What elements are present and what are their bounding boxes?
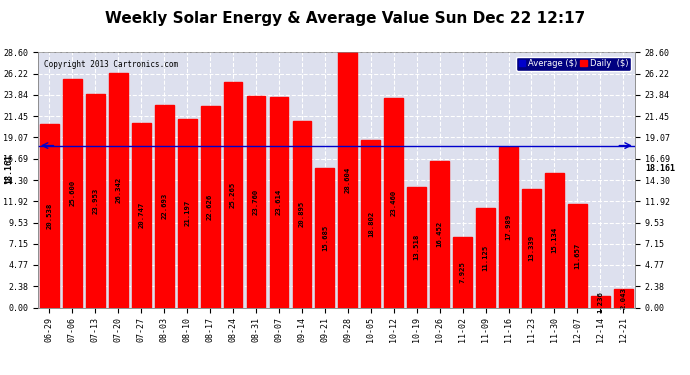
Text: 16.452: 16.452 xyxy=(437,221,443,247)
Text: 18.161: 18.161 xyxy=(3,154,13,184)
Text: 21.197: 21.197 xyxy=(184,200,190,226)
Bar xyxy=(453,237,472,308)
Text: 15.685: 15.685 xyxy=(322,225,328,251)
Bar xyxy=(614,289,633,308)
Bar xyxy=(293,121,311,308)
Text: 17.989: 17.989 xyxy=(506,214,511,240)
Text: 11.657: 11.657 xyxy=(574,242,580,268)
Bar xyxy=(315,168,335,308)
Text: 22.626: 22.626 xyxy=(207,194,213,220)
Bar xyxy=(40,124,59,308)
Bar xyxy=(270,97,288,308)
Text: 26.342: 26.342 xyxy=(115,177,121,203)
Bar xyxy=(499,147,518,308)
Text: 13.518: 13.518 xyxy=(414,234,420,260)
Bar xyxy=(224,82,242,308)
Bar xyxy=(591,297,610,307)
Bar xyxy=(362,140,380,308)
Text: 20.895: 20.895 xyxy=(299,201,305,228)
Bar xyxy=(132,123,150,308)
Bar xyxy=(522,189,541,308)
Text: 28.604: 28.604 xyxy=(345,167,351,193)
Bar xyxy=(178,118,197,308)
Bar xyxy=(109,73,128,308)
Bar xyxy=(201,106,219,308)
Text: 18.802: 18.802 xyxy=(368,210,374,237)
Legend: Average ($), Daily  ($): Average ($), Daily ($) xyxy=(516,57,631,70)
Text: 25.600: 25.600 xyxy=(70,180,75,207)
Text: 7.925: 7.925 xyxy=(460,261,466,283)
Text: 23.953: 23.953 xyxy=(92,188,99,214)
Bar xyxy=(431,161,449,308)
Text: 11.125: 11.125 xyxy=(482,245,489,271)
Text: 13.339: 13.339 xyxy=(529,235,535,261)
Bar xyxy=(86,94,105,308)
Bar xyxy=(568,204,586,308)
Text: 23.460: 23.460 xyxy=(391,190,397,216)
Bar xyxy=(155,105,174,308)
Bar xyxy=(476,208,495,308)
Bar xyxy=(246,96,266,308)
Text: 18.161: 18.161 xyxy=(645,164,675,173)
Bar xyxy=(63,79,82,308)
Text: Weekly Solar Energy & Average Value Sun Dec 22 12:17: Weekly Solar Energy & Average Value Sun … xyxy=(105,11,585,26)
Text: 1.236: 1.236 xyxy=(598,291,603,313)
Text: 2.043: 2.043 xyxy=(620,288,627,309)
Text: 20.747: 20.747 xyxy=(138,202,144,228)
Text: 20.538: 20.538 xyxy=(46,203,52,229)
Bar xyxy=(338,53,357,308)
Text: Copyright 2013 Cartronics.com: Copyright 2013 Cartronics.com xyxy=(44,60,178,69)
Text: 15.134: 15.134 xyxy=(551,227,558,253)
Text: 23.760: 23.760 xyxy=(253,189,259,215)
Bar xyxy=(407,187,426,308)
Text: 22.693: 22.693 xyxy=(161,193,167,219)
Bar xyxy=(545,172,564,308)
Text: 23.614: 23.614 xyxy=(276,189,282,215)
Bar xyxy=(384,98,403,308)
Text: 25.265: 25.265 xyxy=(230,182,236,208)
